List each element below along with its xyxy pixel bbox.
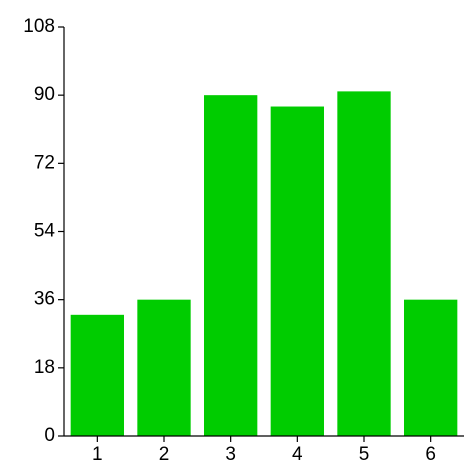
bar-2: [137, 299, 191, 436]
x-axis-ticks: 1 2 3 4 5 6: [92, 436, 436, 465]
x-tick-label: 3: [225, 444, 236, 465]
x-tick-label: 4: [292, 444, 303, 465]
y-axis-ticks: 0 18 36 54 72 90 108: [23, 16, 64, 446]
x-tick-label: 6: [425, 444, 436, 465]
y-tick-label: 72: [34, 152, 55, 173]
bar-5: [337, 91, 391, 436]
y-tick-label: 0: [44, 425, 55, 446]
x-tick-label: 2: [159, 444, 170, 465]
y-tick-label: 54: [34, 221, 56, 242]
bar-6: [404, 299, 458, 436]
bars-group: [70, 91, 458, 437]
bar-1: [70, 314, 124, 436]
y-tick-label: 18: [34, 357, 55, 378]
y-tick-label: 90: [34, 84, 55, 105]
x-tick-label: 5: [359, 444, 370, 465]
y-tick-label: 36: [34, 289, 55, 310]
bar-3: [204, 95, 258, 437]
bar-4: [270, 106, 324, 437]
x-tick-label: 1: [92, 444, 103, 465]
y-tick-label: 108: [23, 16, 55, 37]
